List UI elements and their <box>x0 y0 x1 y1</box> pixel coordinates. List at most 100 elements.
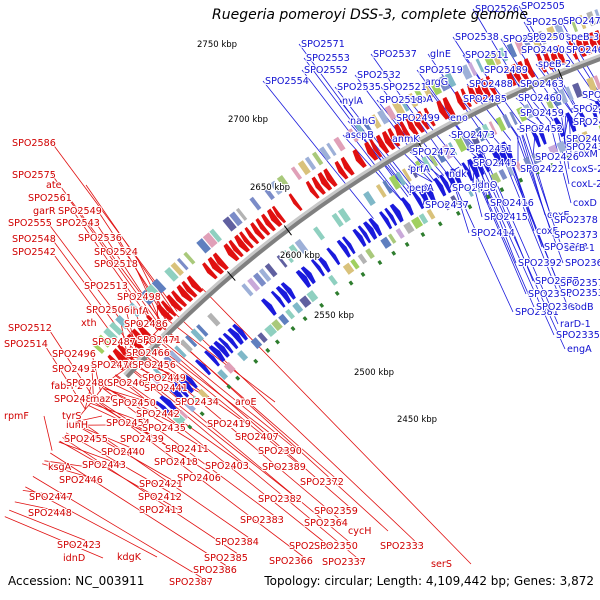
gene-label-spo2365[interactable]: SPO2365 <box>288 540 334 553</box>
gene-label-spo2535[interactable]: SPO2535 <box>336 81 382 94</box>
gene-label-anmk[interactable]: anmK <box>391 133 422 146</box>
gene-label-spo2548[interactable]: SPO2548 <box>11 233 57 246</box>
gene-label-spo2448[interactable]: SPO2448 <box>27 507 73 520</box>
gene-label-spo2513[interactable]: SPO2513 <box>83 280 129 293</box>
gene-label-spo2451[interactable]: SPO2451 <box>468 143 514 156</box>
gene-label-spo2476[interactable]: SPO2476 <box>90 359 136 372</box>
gene-label-spo2538[interactable]: SPO2538 <box>454 31 500 44</box>
gene-label-spo2416[interactable]: SPO2416 <box>489 197 535 210</box>
gene-label-spo2543[interactable]: SPO2543 <box>55 217 101 230</box>
gene-label-spo2480[interactable]: SPO2480 <box>65 377 111 390</box>
gene-label-spo2460[interactable]: SPO2460 <box>517 92 563 105</box>
gene-label-spo2422[interactable]: SPO2422 <box>519 163 565 176</box>
gene-label-eno[interactable]: eno <box>449 112 469 125</box>
gene-label-coxe[interactable]: coxE <box>546 209 571 222</box>
gene-label-spo2447[interactable]: SPO2447 <box>28 491 74 504</box>
gene-label-spo2485[interactable]: SPO2485 <box>462 93 508 106</box>
gene-label-enga[interactable]: engA <box>566 343 593 356</box>
gene-label-cych[interactable]: cycH <box>347 525 373 538</box>
gene-label-spo2542[interactable]: SPO2542 <box>11 246 57 259</box>
gene-label-spo2406[interactable]: SPO2406 <box>176 472 222 485</box>
gene-label-spo2431[interactable]: SPO2431 <box>565 141 600 154</box>
gene-label-spo2512[interactable]: SPO2512 <box>7 322 53 335</box>
gene-label-spo2437[interactable]: SPO2437 <box>424 199 470 212</box>
gene-label-ihfa[interactable]: ihfA <box>129 305 150 318</box>
gene-label-spo2586[interactable]: SPO2586 <box>11 137 57 150</box>
gene-label-spo2435[interactable]: SPO2435 <box>141 422 187 435</box>
gene-label-spo2371[interactable]: SPO2371 <box>527 288 573 301</box>
gene-label-spo2353[interactable]: SPO2353 <box>559 287 600 300</box>
gene-label-spo2449[interactable]: SPO2449 <box>141 372 187 385</box>
gene-label-spo2490[interactable]: SPO2490 <box>520 44 566 57</box>
gene-label-spo2571[interactable]: SPO2571 <box>300 38 346 51</box>
gene-label-spo2372[interactable]: SPO2372 <box>299 476 345 489</box>
gene-label-spo2439[interactable]: SPO2439 <box>119 433 165 446</box>
gene-label-scpa[interactable]: scpA <box>409 93 435 106</box>
gene-label-spo2450[interactable]: SPO2450 <box>111 397 157 410</box>
gene-label-spo2337[interactable]: SPO2337 <box>321 556 367 569</box>
gene-label-ate[interactable]: ate <box>45 179 63 192</box>
gene-label-xth[interactable]: xth <box>80 317 98 330</box>
gene-label-spo2414[interactable]: SPO2414 <box>470 227 516 240</box>
gene-label-spo2521[interactable]: SPO2521 <box>382 81 428 94</box>
gene-label-spo2413[interactable]: SPO2413 <box>138 504 184 517</box>
gene-label-coxs-2[interactable]: coxS-2 <box>570 163 600 176</box>
gene-label-spo2382[interactable]: SPO2382 <box>257 493 303 506</box>
gene-label-spo2462[interactable]: SPO2462 <box>106 377 152 390</box>
gene-label-spo2421[interactable]: SPO2421 <box>138 478 184 491</box>
gene-label-spo2350[interactable]: SPO2350 <box>313 540 359 553</box>
gene-label-spo2575[interactable]: SPO2575 <box>11 169 57 182</box>
gene-label-spo2418[interactable]: SPO2418 <box>153 456 199 469</box>
gene-label-spo2505[interactable]: SPO2505 <box>520 0 566 13</box>
gene-label-idnd[interactable]: idnD <box>62 552 86 565</box>
gene-label-tyrs[interactable]: tyrS <box>61 410 83 423</box>
gene-label-spo2440[interactable]: SPO2440 <box>100 446 146 459</box>
gene-label-speb-2[interactable]: speB-2 <box>537 58 572 71</box>
gene-label-spo2364[interactable]: SPO2364 <box>303 517 349 530</box>
gene-label-spo2385[interactable]: SPO2385 <box>203 552 249 565</box>
gene-label-spo2427[interactable]: SPO2427 <box>572 116 600 129</box>
gene-label-ksga[interactable]: ksgA <box>47 461 73 474</box>
gene-label-spo2503[interactable]: SPO2503 <box>525 16 571 29</box>
gene-label-spo2390[interactable]: SPO2390 <box>257 445 303 458</box>
gene-label-glne[interactable]: glnE <box>429 48 452 61</box>
gene-label-spo2514[interactable]: SPO2514 <box>3 338 49 351</box>
gene-label-spo2511[interactable]: SPO2511 <box>464 49 510 62</box>
gene-label-argg[interactable]: argG <box>424 76 449 89</box>
gene-label-spo2377[interactable]: SPO2377 <box>534 275 580 288</box>
gene-label-spo2522[interactable]: SPO2522 <box>502 33 548 46</box>
gene-label-spo2554[interactable]: SPO2554 <box>264 75 310 88</box>
gene-label-sodb[interactable]: sodB <box>569 301 595 314</box>
gene-label-spo2359[interactable]: SPO2359 <box>313 505 359 518</box>
gene-label-spo2466[interactable]: SPO2466 <box>125 347 171 360</box>
gene-label-spo2536[interactable]: SPO2536 <box>77 232 123 245</box>
gene-label-spo2518[interactable]: SPO2518 <box>93 258 139 271</box>
gene-label-spo2532[interactable]: SPO2532 <box>356 69 402 82</box>
gene-label-spo2392[interactable]: SPO2392 <box>517 257 563 270</box>
gene-label-spo2412[interactable]: SPO2412 <box>137 491 183 504</box>
gene-label-spo2555[interactable]: SPO2555 <box>7 217 53 230</box>
gene-label-spo2442[interactable]: SPO2442 <box>135 408 181 421</box>
gene-label-spo2432[interactable]: SPO2432 <box>581 89 600 102</box>
gene-label-spo2459[interactable]: SPO2459 <box>519 107 565 120</box>
gene-label-spo2552[interactable]: SPO2552 <box>303 64 349 77</box>
gene-label-rard-1[interactable]: rarD-1 <box>559 318 592 331</box>
gene-label-spo2553[interactable]: SPO2553 <box>305 52 351 65</box>
gene-label-spo2488[interactable]: SPO2488 <box>468 78 514 91</box>
gene-label-rpmf[interactable]: rpmF <box>3 410 30 423</box>
gene-label-spo2496[interactable]: SPO2496 <box>51 348 97 361</box>
gene-label-spo2561[interactable]: SPO2561 <box>27 192 73 205</box>
gene-label-spo2471[interactable]: SPO2471 <box>136 334 182 347</box>
gene-label-spo2378[interactable]: SPO2378 <box>553 214 599 227</box>
gene-label-spo2506[interactable]: SPO2506 <box>85 304 131 317</box>
gene-label-spo2472[interactable]: SPO2472 <box>411 146 457 159</box>
gene-label-spo2419[interactable]: SPO2419 <box>206 418 252 431</box>
gene-label-spo2333[interactable]: SPO2333 <box>379 540 425 553</box>
gene-label-spo2502[interactable]: SPO2502 <box>526 31 572 44</box>
gene-label-spo2426[interactable]: SPO2426 <box>534 151 580 164</box>
gene-label-spo2455[interactable]: SPO2455 <box>63 433 109 446</box>
gene-label-spo2452[interactable]: SPO2452 <box>518 123 564 136</box>
gene-label-serb-1[interactable]: serB-1 <box>563 242 596 255</box>
gene-label-spo2456[interactable]: SPO2456 <box>131 359 177 372</box>
gene-label-spo2381[interactable]: SPO2381 <box>514 306 560 319</box>
